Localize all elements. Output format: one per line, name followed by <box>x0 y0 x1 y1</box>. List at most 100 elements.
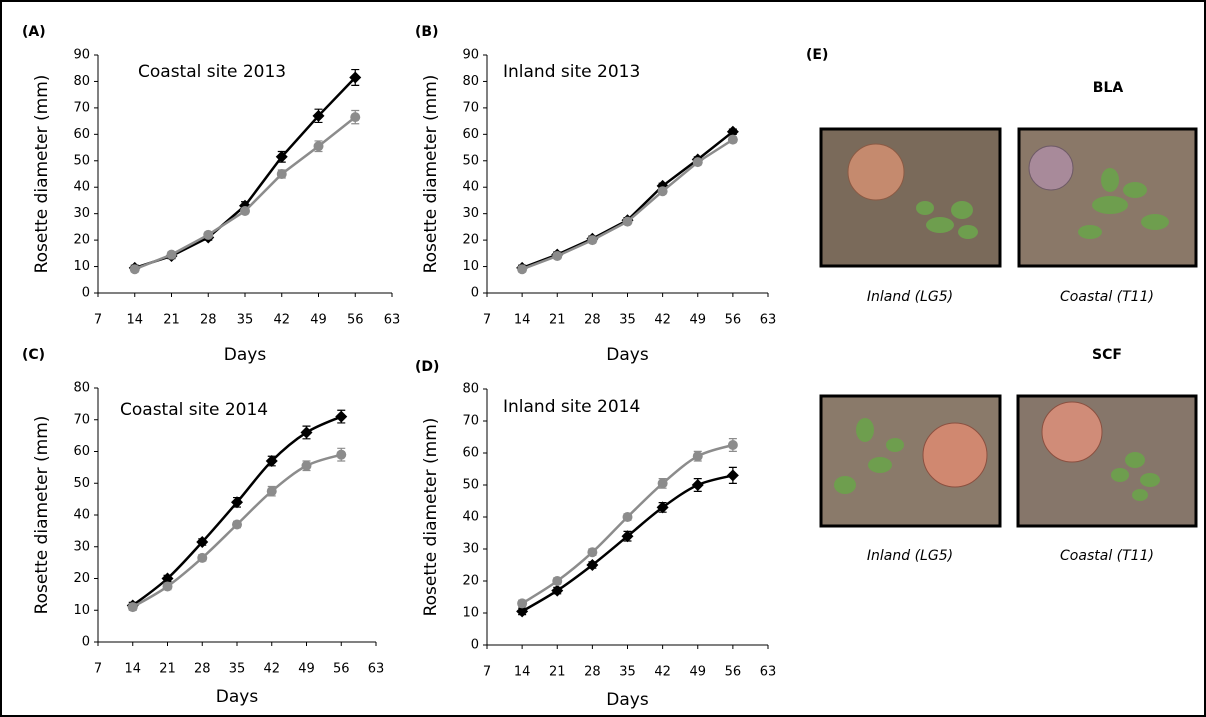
y-tick-label: 90 <box>73 48 90 63</box>
x-tick-label: 42 <box>263 662 280 677</box>
data-point <box>240 206 250 217</box>
x-tick-label: 28 <box>584 665 601 680</box>
data-point <box>203 229 214 240</box>
data-point <box>301 460 312 471</box>
x-tick-label: 7 <box>483 665 491 680</box>
y-tick-label: 0 <box>471 286 479 301</box>
x-tick-label: 14 <box>514 665 531 680</box>
photo-caption: Coastal (T11) <box>1060 548 1154 564</box>
y-tick-label: 90 <box>462 48 479 63</box>
y-axis-label: Rosette diameter (mm) <box>32 75 52 274</box>
series-line <box>134 116 357 271</box>
chart: 0 10 20 30 40 50 60 70 80 7 14 21 28 35 42 49 56 63 (C) Coa… <box>22 347 384 707</box>
y-tick-label: 30 <box>73 206 90 221</box>
x-tick-label: 21 <box>163 313 180 328</box>
y-tick-label: 70 <box>462 100 479 115</box>
data-point <box>657 478 668 489</box>
x-tick-label: 56 <box>333 662 350 677</box>
group-title: BLA <box>1093 80 1124 96</box>
x-tick-label: 35 <box>619 313 636 328</box>
chart-title: Inland site 2014 <box>503 397 640 417</box>
data-point <box>312 109 325 122</box>
x-tick-label: 28 <box>584 313 601 328</box>
data-point <box>622 216 633 227</box>
data-point <box>727 134 738 145</box>
data-point <box>516 605 529 618</box>
x-tick-label: 49 <box>298 662 315 677</box>
y-tick-label: 40 <box>462 510 479 525</box>
y-tick-label: 70 <box>462 414 479 429</box>
data-point <box>313 141 324 152</box>
data-point <box>622 512 633 522</box>
data-point <box>275 150 288 163</box>
data-point <box>727 440 738 450</box>
y-tick-label: 80 <box>462 382 479 397</box>
y-axis-label: Rosette diameter (mm) <box>421 418 441 617</box>
data-point <box>692 157 703 168</box>
y-tick-label: 70 <box>73 100 90 115</box>
data-point <box>726 469 739 482</box>
data-point <box>265 455 278 468</box>
photo-caption: Inland (LG5) <box>867 548 953 564</box>
x-tick-label: 21 <box>549 665 566 680</box>
data-point <box>129 264 140 275</box>
y-tick-label: 50 <box>462 153 479 168</box>
y-tick-label: 20 <box>73 571 90 586</box>
y-tick-label: 10 <box>462 259 479 274</box>
data-point <box>231 496 243 509</box>
data-point <box>161 572 174 585</box>
y-tick-label: 10 <box>73 259 90 274</box>
panel-label: (E) <box>806 47 828 63</box>
y-tick-label: 60 <box>73 444 90 459</box>
data-point <box>349 71 362 84</box>
y-tick-label: 10 <box>73 603 90 618</box>
x-tick-label: 56 <box>725 313 742 328</box>
x-tick-label: 42 <box>654 665 671 680</box>
y-tick-label: 20 <box>73 233 90 248</box>
x-tick-label: 35 <box>237 313 254 328</box>
y-tick-label: 10 <box>462 606 479 621</box>
data-point <box>587 547 598 558</box>
panel-label: (D) <box>415 359 439 375</box>
data-point <box>336 449 347 460</box>
data-point <box>726 125 739 138</box>
panel-label: (C) <box>22 347 45 363</box>
y-tick-label: 40 <box>73 180 90 195</box>
chart: 0 10 20 30 40 50 60 70 80 90 7 14 21 28 35 42 49 56 63 (B) I… <box>415 24 776 365</box>
x-tick-label: 7 <box>483 313 491 328</box>
data-point <box>552 250 563 261</box>
x-axis-label: Days <box>606 345 649 365</box>
data-point <box>300 426 313 439</box>
chart-title: Inland site 2013 <box>503 62 640 82</box>
x-tick-label: 14 <box>126 313 143 328</box>
x-tick-label: 56 <box>725 665 742 680</box>
x-tick-label: 35 <box>229 662 246 677</box>
y-tick-label: 60 <box>73 127 90 142</box>
y-tick-label: 60 <box>462 446 479 461</box>
x-tick-label: 28 <box>200 313 217 328</box>
data-point <box>166 249 177 260</box>
x-tick-label: 63 <box>384 313 401 328</box>
data-point <box>552 576 563 586</box>
x-tick-label: 56 <box>347 313 364 328</box>
x-tick-label: 49 <box>689 313 706 328</box>
y-tick-label: 80 <box>73 381 90 396</box>
panel-label: (A) <box>22 24 46 40</box>
x-tick-label: 49 <box>689 665 706 680</box>
data-point <box>551 584 564 597</box>
data-point <box>517 598 528 609</box>
photo-caption: Coastal (T11) <box>1060 289 1154 305</box>
x-tick-label: 42 <box>273 313 290 328</box>
y-tick-label: 50 <box>73 153 90 168</box>
y-tick-label: 30 <box>73 539 90 554</box>
x-tick-label: 21 <box>159 662 176 677</box>
x-tick-label: 63 <box>760 313 777 328</box>
x-axis-label: Days <box>224 345 267 365</box>
y-tick-label: 0 <box>82 286 90 301</box>
y-tick-label: 80 <box>73 74 90 89</box>
data-point <box>586 559 599 571</box>
data-point <box>587 235 598 246</box>
